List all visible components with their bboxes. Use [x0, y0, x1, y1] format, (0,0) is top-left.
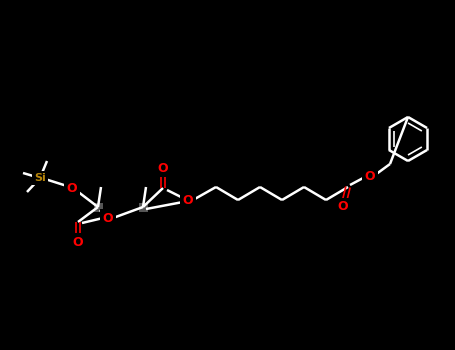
Text: O: O [103, 211, 113, 224]
Text: O: O [158, 161, 168, 175]
Text: O: O [338, 201, 349, 214]
Text: O: O [67, 182, 77, 195]
Text: Si: Si [34, 173, 46, 183]
Text: O: O [73, 236, 83, 248]
Bar [365, 169, 374, 178]
Bar [138, 203, 147, 211]
Text: O: O [365, 170, 375, 183]
Text: O: O [183, 194, 193, 206]
Bar [93, 203, 102, 211]
